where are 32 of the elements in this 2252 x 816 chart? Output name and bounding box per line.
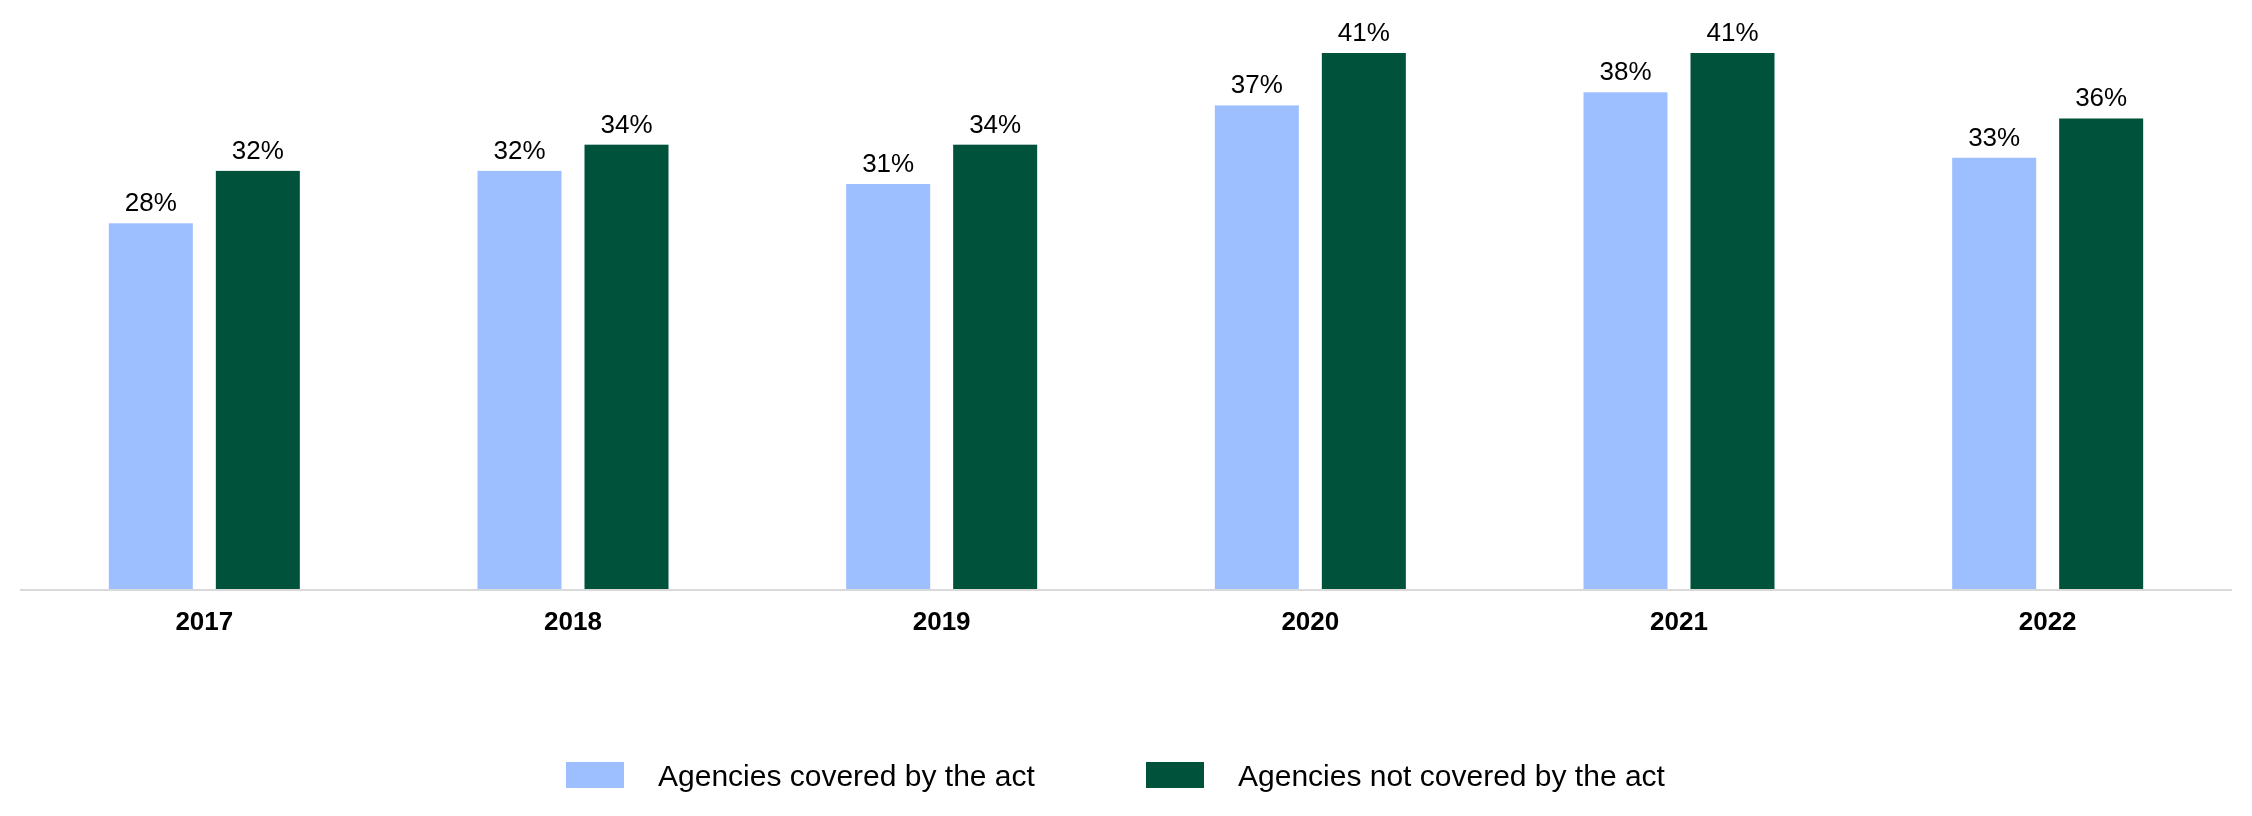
data-label: 31% bbox=[862, 147, 915, 178]
bar bbox=[1583, 92, 1668, 590]
data-label: 33% bbox=[1968, 121, 2021, 152]
bar bbox=[215, 170, 300, 590]
legend-label: Agencies not covered by the act bbox=[1238, 759, 1666, 792]
bar bbox=[846, 183, 931, 590]
data-label: 32% bbox=[493, 134, 546, 165]
x-tick-label: 2022 bbox=[2018, 606, 2077, 636]
bar bbox=[2059, 118, 2144, 590]
bar bbox=[108, 223, 193, 590]
data-label: 41% bbox=[1706, 17, 1759, 47]
data-label: 34% bbox=[969, 108, 1022, 139]
data-label: 38% bbox=[1599, 56, 1652, 87]
data-label: 28% bbox=[124, 187, 177, 218]
bar bbox=[1321, 53, 1406, 590]
legend-label: Agencies covered by the act bbox=[658, 759, 1036, 792]
x-tick-label: 2019 bbox=[912, 606, 971, 636]
data-label: 41% bbox=[1337, 17, 1390, 47]
data-label: 37% bbox=[1230, 69, 1283, 100]
bar bbox=[1214, 105, 1299, 590]
data-label: 36% bbox=[2075, 82, 2128, 113]
bar bbox=[1952, 157, 2037, 590]
data-label: 34% bbox=[600, 108, 653, 139]
x-tick-label: 2018 bbox=[544, 606, 602, 636]
x-tick-label: 2021 bbox=[1650, 606, 1708, 636]
bar bbox=[584, 144, 669, 590]
x-tick-label: 2020 bbox=[1281, 606, 1340, 636]
x-tick-label: 2017 bbox=[175, 606, 234, 636]
bar bbox=[1690, 53, 1775, 590]
data-label: 32% bbox=[231, 134, 284, 165]
bar bbox=[953, 144, 1038, 590]
bar bbox=[477, 170, 562, 590]
